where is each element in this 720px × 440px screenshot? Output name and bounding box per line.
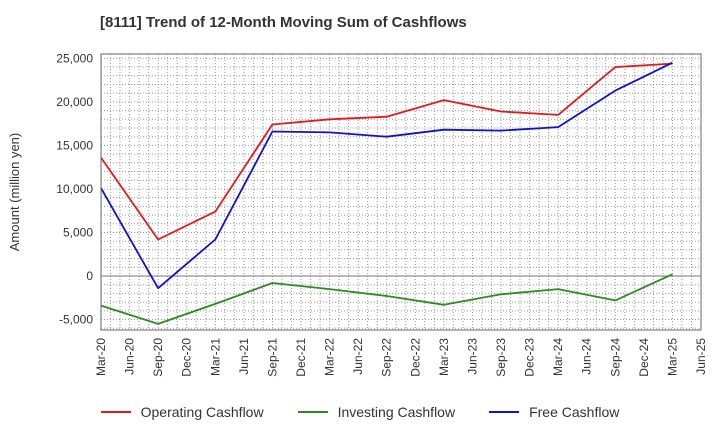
legend-swatch	[100, 411, 131, 413]
x-tick-label: Jun-23	[465, 338, 479, 375]
series-lines	[100, 61, 673, 325]
x-tick-label: Mar-24	[551, 338, 565, 376]
x-tick-label: Sep-21	[265, 338, 279, 377]
y-tick-label: -5,000	[59, 313, 93, 327]
x-tick-label: Mar-25	[665, 338, 679, 376]
x-tick-label: Dec-23	[523, 338, 537, 377]
x-tick-label: Mar-23	[437, 338, 451, 376]
y-tick-label: 20,000	[56, 95, 93, 109]
y-tick-label: 10,000	[56, 182, 93, 196]
x-tick-label: Mar-22	[323, 338, 337, 376]
x-tick-label: Jun-25	[694, 338, 708, 375]
grid-lines	[100, 54, 702, 330]
legend-label: Operating Cashflow	[140, 404, 264, 420]
plot-frame	[100, 53, 702, 331]
x-tick-labels: Mar-20 Jun-20 Sep-20 Dec-20 Mar-21 Jun-21 Sep-…	[94, 338, 708, 377]
legend-label: Free Cashflow	[529, 404, 620, 420]
legend-item: Investing Cashflow	[297, 404, 456, 420]
x-tick-label: Sep-22	[380, 338, 394, 377]
x-tick-label: Mar-21	[208, 338, 222, 376]
series-line-operating-cashflow	[100, 62, 673, 241]
legend-swatch	[297, 411, 328, 413]
x-tick-label: Dec-22	[408, 338, 422, 377]
series-line-investing-cashflow	[100, 273, 673, 325]
legend-label: Investing Cashflow	[337, 404, 456, 420]
y-tick-label: 0	[86, 269, 93, 283]
x-tick-label: Dec-21	[294, 338, 308, 377]
x-tick-label: Dec-20	[180, 338, 194, 377]
x-tick-label: Sep-23	[494, 338, 508, 377]
x-tick-label: Jun-21	[237, 338, 251, 375]
legend-item: Operating Cashflow	[100, 404, 264, 420]
y-tick-labels: -5,000 0 5,000 10,000 15,000 20,000 25,000	[56, 51, 93, 326]
y-tick-label: 25,000	[56, 51, 93, 65]
chart-title: [8111] Trend of 12-Month Moving Sum of C…	[100, 14, 467, 31]
legend: Operating Cashflow Investing Cashflow Free…	[0, 404, 720, 420]
x-tick-label: Sep-20	[151, 338, 165, 377]
x-tick-label: Dec-24	[637, 338, 651, 377]
x-tick-label: Jun-20	[123, 338, 137, 375]
y-tick-label: 5,000	[63, 225, 93, 239]
x-tick-label: Mar-20	[94, 338, 108, 376]
y-tick-label: 15,000	[56, 138, 93, 152]
x-tick-label: Jun-24	[580, 338, 594, 375]
y-axis-label: Amount (million yen)	[7, 133, 22, 252]
legend-swatch	[489, 411, 520, 413]
x-tick-label: Jun-22	[351, 338, 365, 375]
legend-item: Free Cashflow	[489, 404, 619, 420]
x-tick-label: Sep-24	[608, 338, 622, 377]
series-line-free-cashflow	[100, 61, 673, 290]
